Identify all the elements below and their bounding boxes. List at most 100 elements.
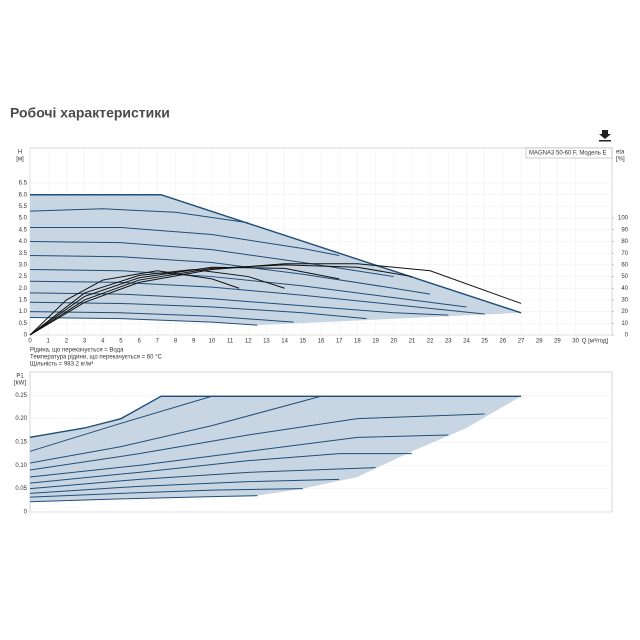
efficiency-curve — [29, 264, 413, 336]
performance-curve — [29, 280, 485, 315]
annotation: MAGNA3 50-60 F, Модель E — [529, 151, 607, 157]
y2-tick-label: 90 — [621, 227, 628, 233]
x-axis-label: Q [м³/год] — [582, 339, 609, 345]
y-tick-label: 0 — [24, 333, 28, 339]
operating-region — [30, 194, 522, 326]
x-tick-label: 9 — [192, 339, 196, 345]
performance-curve — [29, 395, 213, 452]
y-tick-label: 0.15 — [15, 440, 27, 446]
annotation-box — [525, 147, 613, 159]
x-tick-label: 26 — [500, 339, 507, 345]
x-tick-label: 20 — [390, 339, 397, 345]
note: Рідина, що перекачується = Вода — [30, 348, 124, 354]
x-tick-label: 8 — [174, 339, 178, 345]
performance-curve — [30, 194, 522, 314]
performance-curve — [29, 316, 258, 326]
note: Температура рідини, що перекачується = 6… — [30, 355, 163, 361]
x-tick-label: 14 — [281, 339, 288, 345]
y-tick-label: 0.05 — [15, 486, 27, 492]
y-tick-label: 1.0 — [19, 309, 28, 315]
x-tick-label: 23 — [445, 339, 452, 345]
x-tick-label: 21 — [409, 339, 416, 345]
performance-curve — [29, 413, 485, 471]
y-tick-label: 5.0 — [19, 216, 28, 222]
x-tick-label: 4 — [101, 339, 105, 345]
x-tick-label: 16 — [318, 339, 325, 345]
performance-curve — [29, 495, 258, 503]
y2-tick-label: 100 — [618, 216, 629, 222]
x-tick-label: 7 — [156, 339, 160, 345]
x-tick-label: 2 — [65, 339, 69, 345]
operating-region — [30, 396, 522, 502]
x-tick-label: 13 — [263, 339, 270, 345]
x-tick-label: 11 — [227, 339, 234, 345]
y2-axis-label: eta — [616, 150, 625, 156]
x-tick-label: 15 — [299, 339, 306, 345]
x-tick-label: 18 — [354, 339, 361, 345]
note: Щільність = 983.2 кг/м³ — [30, 362, 93, 368]
y2-tick-label: 40 — [621, 286, 628, 292]
y-tick-label: 0.20 — [15, 416, 27, 422]
y2-tick-label: 60 — [621, 262, 628, 268]
efficiency-curve — [29, 266, 340, 336]
performance-curve — [29, 301, 367, 320]
y-axis-unit: [м] — [16, 157, 24, 163]
y-tick-label: 0.10 — [15, 463, 27, 469]
x-tick-label: 27 — [518, 339, 525, 345]
performance-curve — [29, 311, 294, 323]
x-tick-label: 1 — [47, 339, 51, 345]
y-tick-label: 4.0 — [19, 239, 28, 245]
performance-curve — [29, 241, 394, 278]
y-tick-label: 0.25 — [15, 393, 27, 399]
performance-curve — [29, 467, 376, 490]
x-tick-label: 25 — [481, 339, 488, 345]
x-tick-label: 17 — [336, 339, 343, 345]
y2-tick-label: 30 — [621, 298, 628, 304]
x-tick-label: 12 — [245, 339, 252, 345]
y-tick-label: 5.5 — [19, 204, 28, 210]
performance-curve — [29, 269, 467, 308]
y2-tick-label: 20 — [621, 309, 628, 315]
y-tick-label: 3.5 — [19, 251, 28, 257]
y-tick-label: 0.5 — [19, 321, 28, 327]
y-axis-label: H — [18, 150, 22, 156]
y-tick-label: 2.5 — [19, 274, 28, 280]
performance-curve — [29, 434, 449, 478]
performance-curve — [29, 395, 522, 439]
y2-tick-label: 70 — [621, 251, 628, 257]
y-tick-label: 0 — [24, 510, 28, 516]
x-tick-label: 30 — [572, 339, 579, 345]
performance-curve — [29, 208, 249, 224]
x-tick-label: 3 — [83, 339, 87, 345]
y-tick-label: 6.5 — [19, 181, 28, 187]
x-tick-label: 19 — [372, 339, 379, 345]
x-tick-label: 24 — [463, 339, 470, 345]
x-tick-label: 0 — [28, 339, 32, 345]
performance-curve — [29, 395, 322, 464]
y2-tick-label: 10 — [621, 321, 628, 327]
y-tick-label: 3.0 — [19, 262, 28, 268]
x-tick-label: 22 — [427, 339, 434, 345]
y-tick-label: 4.5 — [19, 227, 28, 233]
y-tick-label: 6.0 — [19, 192, 28, 198]
y2-tick-label: 50 — [621, 274, 628, 280]
y-axis-unit: [kW] — [14, 381, 26, 387]
performance-curve — [29, 488, 303, 498]
y-tick-label: 2.0 — [19, 286, 28, 292]
y-axis-label: P1 — [16, 374, 24, 380]
performance-curve — [29, 478, 340, 494]
y2-tick-label: 80 — [621, 239, 628, 245]
y2-axis-unit: [%] — [616, 157, 625, 163]
x-tick-label: 6 — [137, 339, 141, 345]
performance-curve — [29, 453, 412, 484]
performance-curve — [30, 226, 340, 257]
x-tick-label: 5 — [119, 339, 123, 345]
download-button[interactable] — [599, 130, 611, 142]
x-tick-label: 10 — [209, 339, 216, 345]
x-tick-label: 28 — [536, 339, 543, 345]
y-tick-label: 1.5 — [19, 298, 28, 304]
y2-tick-label: 0 — [625, 333, 629, 339]
page-title: Робочі характеристики — [10, 105, 170, 121]
efficiency-curve — [29, 270, 240, 336]
